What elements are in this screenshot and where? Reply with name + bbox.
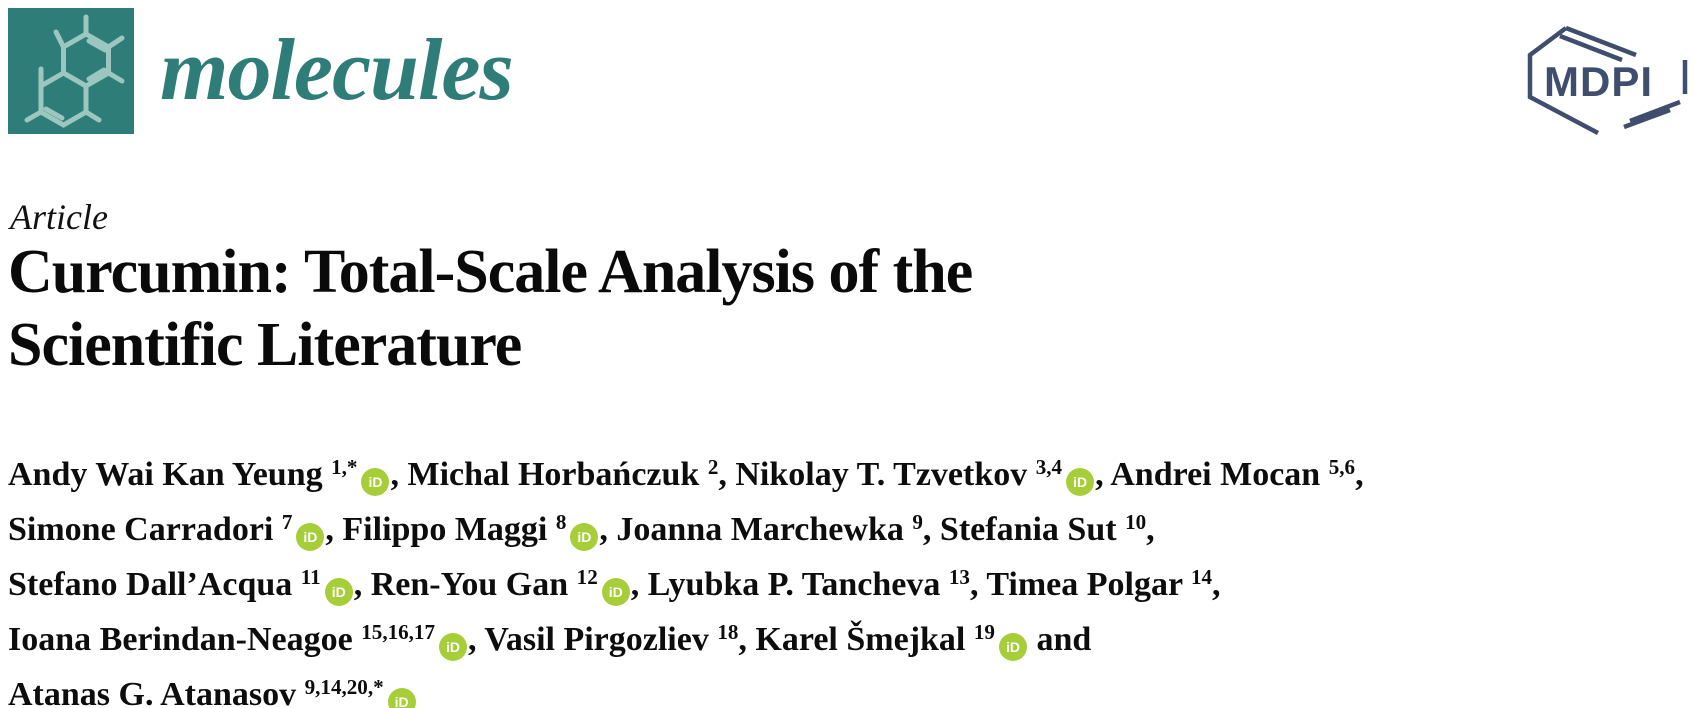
orcid-icon[interactable]: iD: [1066, 468, 1095, 496]
author-name: Lyubka P. Tancheva: [647, 566, 949, 603]
author-name: Ioana Berindan-Neagoe: [8, 621, 362, 658]
affiliation-superscript: 9,14,20,*: [304, 675, 384, 700]
molecules-logo-icon[interactable]: [8, 8, 134, 134]
author-separator: ,: [718, 456, 736, 493]
affiliation-superscript: 15,16,17: [361, 620, 436, 645]
author-separator: ,: [1146, 511, 1155, 548]
author-name: Andy Wai Kan Yeung: [8, 456, 332, 493]
affiliation-superscript: 3,4: [1035, 455, 1063, 480]
author-name: Michal Horbańczuk: [407, 456, 708, 493]
author-name: Timea Polgar: [986, 566, 1191, 603]
author-separator: ,: [390, 456, 408, 493]
author-separator: ,: [969, 566, 987, 603]
orcid-icon[interactable]: iD: [387, 688, 416, 708]
orcid-icon[interactable]: iD: [296, 523, 325, 551]
affiliation-superscript: 14: [1190, 565, 1213, 590]
author-separator: ,: [1355, 456, 1364, 493]
mdpi-hexagon-icon: [1527, 25, 1688, 135]
author-separator: and: [1027, 621, 1092, 658]
mdpi-wordmark: MDPI: [1544, 58, 1653, 105]
author-separator: ,: [1095, 456, 1111, 493]
author-name: Atanas G. Atanasov: [8, 676, 305, 708]
article-type-label: Article: [10, 197, 108, 237]
affiliation-superscript: 2: [707, 455, 719, 480]
affiliation-superscript: 10: [1125, 510, 1147, 535]
author-lines: Andy Wai Kan Yeung 1,*iD, Michal Horbańc…: [8, 449, 1364, 708]
journal-brand: molecules: [8, 8, 514, 134]
author-name: Andrei Mocan: [1110, 456, 1329, 493]
author-separator: ,: [599, 511, 617, 548]
author-separator: ,: [325, 511, 343, 548]
journal-name: molecules: [160, 22, 514, 119]
author-name: Filippo Maggi: [342, 511, 556, 548]
author-separator: ,: [468, 621, 485, 658]
author-name: Simone Carradori: [8, 511, 282, 548]
author-separator: ,: [1212, 566, 1221, 603]
affiliation-superscript: 7: [281, 510, 293, 535]
orcid-icon[interactable]: iD: [998, 633, 1027, 661]
article-title-line2: Scientific Literature: [8, 311, 522, 379]
affiliation-superscript: 1,*: [331, 455, 358, 480]
author-line: Stefano Dall’Acqua 11iD, Ren-You Gan 12i…: [8, 559, 1364, 614]
author-name: Vasil Pirgozliev: [484, 621, 718, 658]
author-separator: ,: [353, 566, 371, 603]
mdpi-logo[interactable]: MDPI: [1524, 22, 1694, 140]
affiliation-superscript: 18: [717, 620, 739, 645]
author-separator: ,: [630, 566, 648, 603]
author-separator: ,: [922, 511, 940, 548]
author-name: Ren-You Gan: [370, 566, 577, 603]
affiliation-superscript: 11: [300, 565, 321, 590]
author-line: Andy Wai Kan Yeung 1,*iD, Michal Horbańc…: [8, 449, 1364, 504]
orcid-icon[interactable]: iD: [570, 523, 599, 551]
affiliation-superscript: 5,6: [1328, 455, 1356, 480]
affiliation-superscript: 12: [576, 565, 598, 590]
author-name: Joanna Marchewka: [616, 511, 913, 548]
affiliation-superscript: 13: [948, 565, 970, 590]
author-separator: ,: [738, 621, 756, 658]
author-line: Simone Carradori 7iD, Filippo Maggi 8iD,…: [8, 504, 1364, 559]
author-line: Atanas G. Atanasov 9,14,20,*iD: [8, 669, 1364, 708]
author-line: Ioana Berindan-Neagoe 15,16,17iD, Vasil …: [8, 614, 1364, 669]
orcid-icon[interactable]: iD: [361, 468, 390, 496]
affiliation-superscript: 19: [973, 620, 995, 645]
orcid-icon[interactable]: iD: [601, 578, 630, 606]
orcid-icon[interactable]: iD: [324, 578, 353, 606]
author-name: Stefania Sut: [939, 511, 1126, 548]
author-name: Stefano Dall’Acqua: [8, 566, 301, 603]
author-name: Karel Šmejkal: [755, 621, 974, 658]
affiliation-superscript: 9: [912, 510, 923, 535]
affiliation-superscript: 8: [555, 510, 567, 535]
author-name: Nikolay T. Tzvetkov: [735, 456, 1036, 493]
article-title: Curcumin: Total-Scale Analysis of the Sci…: [8, 236, 973, 382]
article-title-line1: Curcumin: Total-Scale Analysis of the: [8, 238, 973, 306]
orcid-icon[interactable]: iD: [439, 633, 468, 661]
